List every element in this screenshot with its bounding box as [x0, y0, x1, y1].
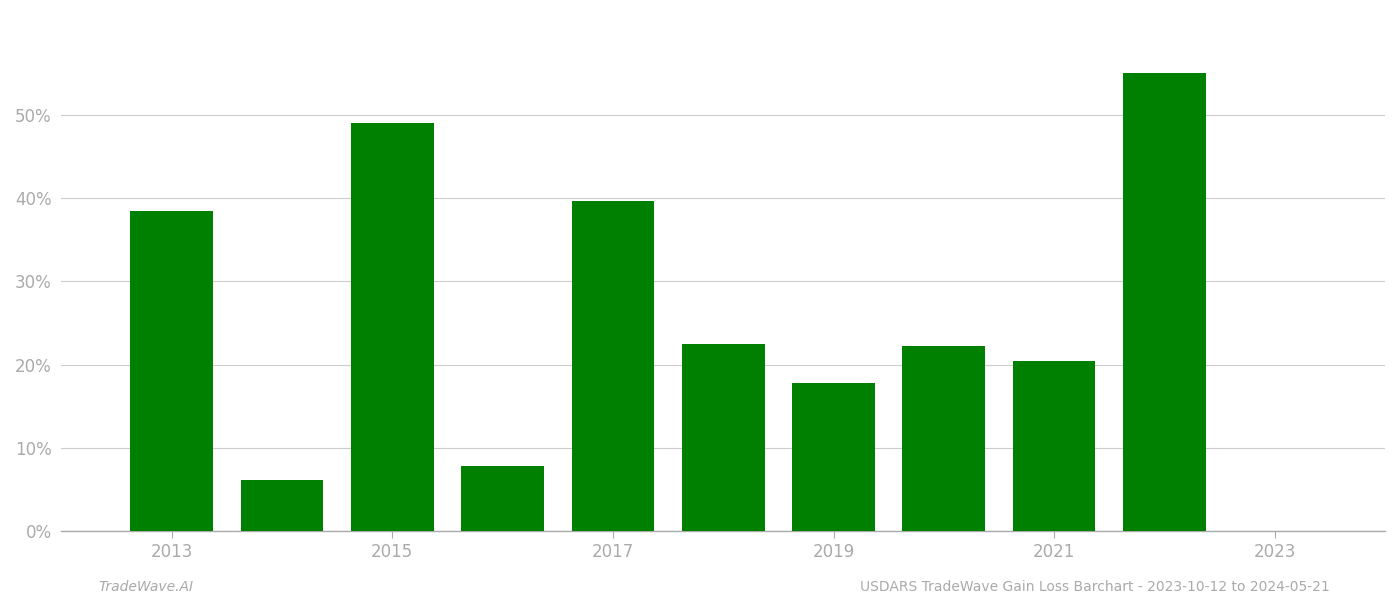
- Bar: [682, 344, 764, 531]
- Bar: [1123, 73, 1205, 531]
- Text: TradeWave.AI: TradeWave.AI: [98, 580, 193, 594]
- Bar: [241, 479, 323, 531]
- Bar: [461, 466, 545, 531]
- Bar: [1012, 361, 1095, 531]
- Bar: [351, 123, 434, 531]
- Bar: [792, 383, 875, 531]
- Text: USDARS TradeWave Gain Loss Barchart - 2023-10-12 to 2024-05-21: USDARS TradeWave Gain Loss Barchart - 20…: [860, 580, 1330, 594]
- Bar: [130, 211, 213, 531]
- Bar: [571, 200, 654, 531]
- Bar: [903, 346, 986, 531]
